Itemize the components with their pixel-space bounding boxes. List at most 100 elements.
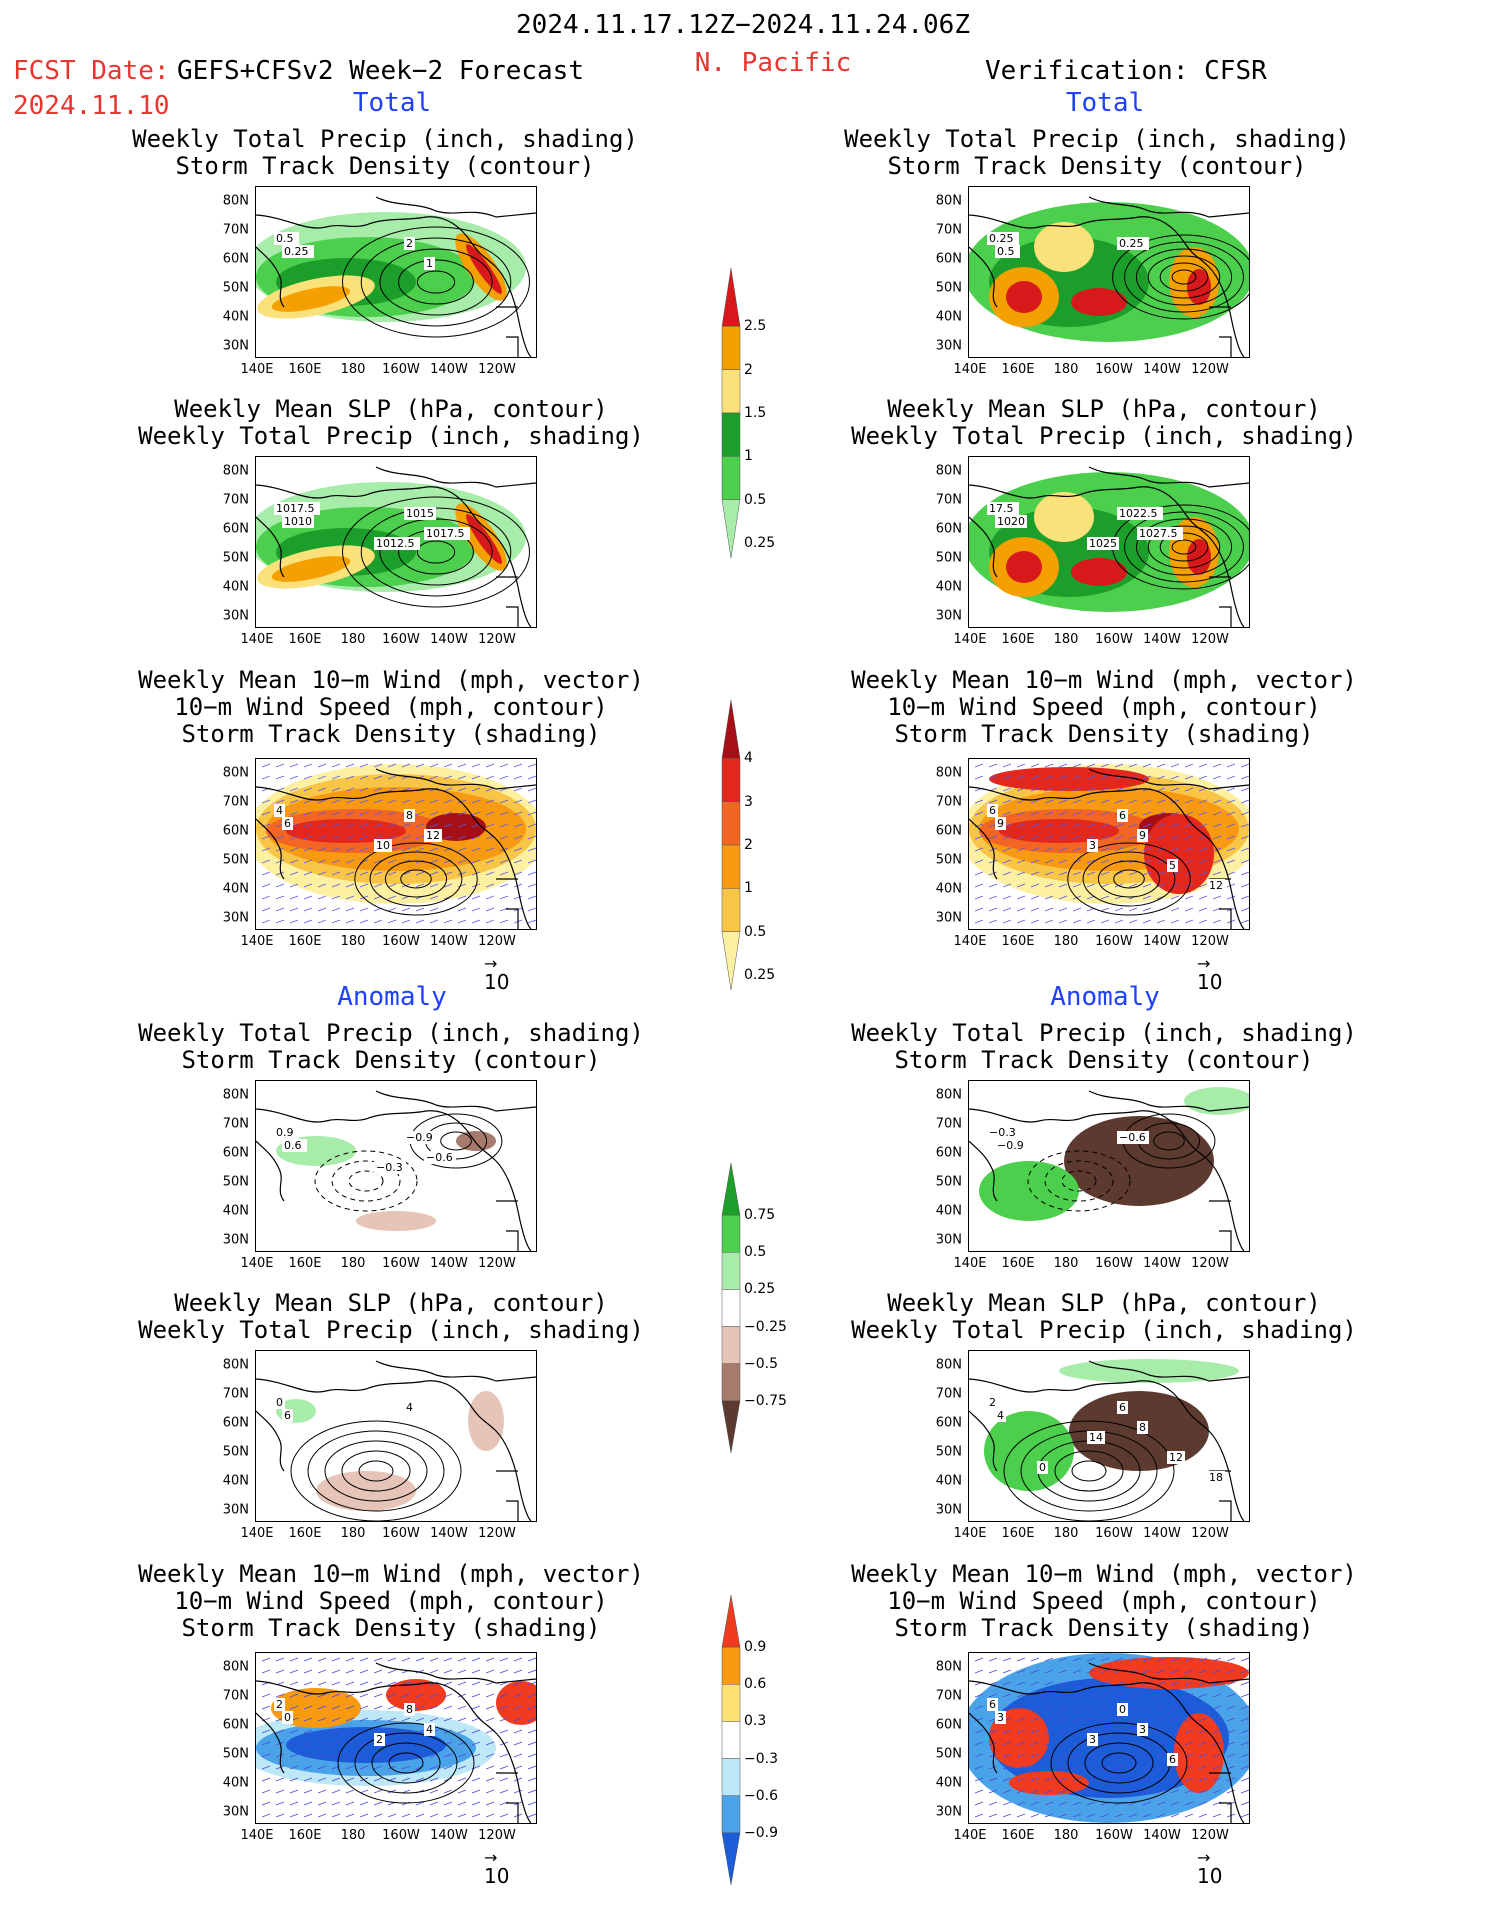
section-total-right: Total	[1065, 88, 1145, 118]
lat-tick: 30N	[935, 910, 962, 926]
title-ver-anom-precip: Weekly Total Precip (inch, shading) Storm…	[851, 1019, 1357, 1074]
contour-label: 1022.5	[1119, 507, 1158, 520]
contour-label: 14	[1089, 1431, 1103, 1444]
colorbar-label: 2	[744, 837, 753, 853]
shading-area	[1059, 1359, 1239, 1383]
lat-tick: 60N	[222, 823, 249, 839]
contour-lines	[1067, 842, 1191, 916]
lat-tick: 80N	[222, 193, 249, 209]
lat-tick: 50N	[935, 1746, 962, 1762]
shading-area	[271, 286, 351, 312]
lon-tick: 160W	[1095, 632, 1133, 647]
shading-area	[496, 1681, 536, 1725]
lon-tick: 140E	[953, 362, 987, 377]
contour-label: 8	[406, 809, 413, 822]
colorbar-segment	[721, 1363, 741, 1402]
lon-tick: 120W	[1191, 1828, 1229, 1843]
lat-tick: 40N	[935, 309, 962, 325]
colorbar-segment	[721, 267, 741, 327]
shading-area	[316, 1471, 416, 1511]
lat-tick: 60N	[222, 521, 249, 537]
lat-tick: 50N	[222, 1174, 249, 1190]
colorbar-segment	[721, 1400, 741, 1454]
colorbar-segment	[721, 844, 741, 889]
lon-tick: 140E	[240, 1256, 274, 1271]
colorbar-segment	[721, 1795, 741, 1834]
lat-tick: 60N	[935, 1717, 962, 1733]
contour-label: 0.5	[276, 232, 294, 245]
shading-area	[1187, 269, 1211, 305]
lon-tick: 140E	[240, 1526, 274, 1541]
vector-ref-ver-total: → 10	[1197, 954, 1223, 995]
lat-tick: 70N	[935, 794, 962, 810]
coastline	[969, 1662, 1249, 1823]
contour-label: 4	[406, 1401, 413, 1414]
contour-label: 4	[997, 1409, 1004, 1422]
contour-label: 12	[426, 829, 440, 842]
fcst-model-label: GEFS+CFSv2 Week−2 Forecast	[177, 56, 584, 86]
lon-tick: 160W	[1095, 1828, 1133, 1843]
shading-area	[999, 819, 1119, 843]
colorbar-segment	[721, 1214, 741, 1253]
lat-tick: 70N	[935, 1116, 962, 1132]
vector-ref-fc-total: → 10	[484, 954, 510, 995]
lon-tick: 160E	[1001, 1828, 1035, 1843]
colorbar-label: 1	[744, 880, 753, 897]
lon-tick: 180	[1053, 1526, 1079, 1541]
colorbar-label: 0.5	[744, 923, 767, 940]
title-fc-anom-precip: Weekly Total Precip (inch, shading) Storm…	[138, 1019, 644, 1074]
lon-tick: 160W	[382, 1828, 420, 1843]
lon-tick: 120W	[478, 1828, 516, 1843]
map-ver-total-precip: 0.25 0.5 0.25	[968, 186, 1250, 358]
shading-area	[1144, 814, 1214, 894]
lat-tick: 80N	[935, 463, 962, 479]
verification-label: Verification: CFSR	[985, 56, 1267, 86]
contour-label: 4	[426, 1723, 433, 1736]
lon-tick: 140W	[430, 1256, 468, 1271]
shading-area	[386, 1679, 446, 1711]
lon-tick: 120W	[478, 362, 516, 377]
lon-tick: 160W	[382, 632, 420, 647]
colorbar-segment	[721, 499, 741, 559]
contour-label: 9	[997, 817, 1004, 830]
lat-tick: 70N	[935, 1688, 962, 1704]
colorbar-segment	[721, 931, 741, 991]
section-anomaly-left: Anomaly	[337, 982, 447, 1012]
lat-tick: 50N	[222, 280, 249, 296]
shading-area	[356, 1211, 436, 1231]
lon-tick: 160W	[382, 1256, 420, 1271]
contour-label: 6	[989, 804, 996, 817]
title-ver-total-precip: Weekly Total Precip (inch, shading) Storm…	[844, 125, 1350, 180]
contour-label: −0.9	[997, 1139, 1024, 1152]
shading-area	[271, 556, 351, 582]
map-ver-anom-slp: 2 4 6 8 14 12 18 0	[968, 1350, 1250, 1522]
title-fc-total-wind: Weekly Mean 10−m Wind (mph, vector) 10−m …	[138, 666, 644, 748]
section-anomaly-right: Anomaly	[1050, 982, 1160, 1012]
lat-tick: 30N	[222, 1232, 249, 1248]
colorbar-segment	[721, 1758, 741, 1796]
colorbar-label: −0.75	[744, 1392, 787, 1409]
lon-tick: 160E	[288, 362, 322, 377]
shading-area	[1034, 222, 1094, 272]
lat-tick: 40N	[222, 579, 249, 595]
coastline	[256, 1662, 536, 1823]
lat-tick: 30N	[935, 338, 962, 354]
lon-tick: 180	[1053, 362, 1079, 377]
lat-tick: 40N	[222, 1473, 249, 1489]
wind-vectors	[261, 763, 536, 924]
colorbar-storm-total: 4 3 2 1 0.5 0.25	[716, 699, 796, 991]
lat-tick: 40N	[222, 309, 249, 325]
lon-tick: 160W	[1095, 1526, 1133, 1541]
colorbar-storm-anom: 0.9 0.6 0.3 −0.3 −0.6 −0.9	[716, 1594, 796, 1886]
lat-tick: 80N	[935, 1087, 962, 1103]
lon-tick: 140W	[430, 632, 468, 647]
contour-label: 6	[1119, 809, 1126, 822]
lon-tick: 140E	[953, 632, 987, 647]
colorbar-segment	[721, 412, 741, 457]
contour-label: 0.25	[1119, 237, 1144, 250]
lat-tick: 50N	[935, 1444, 962, 1460]
period-title: 2024.11.17.12Z−2024.11.24.06Z	[516, 10, 970, 40]
shading-area	[286, 819, 406, 843]
lon-tick: 120W	[1191, 632, 1229, 647]
